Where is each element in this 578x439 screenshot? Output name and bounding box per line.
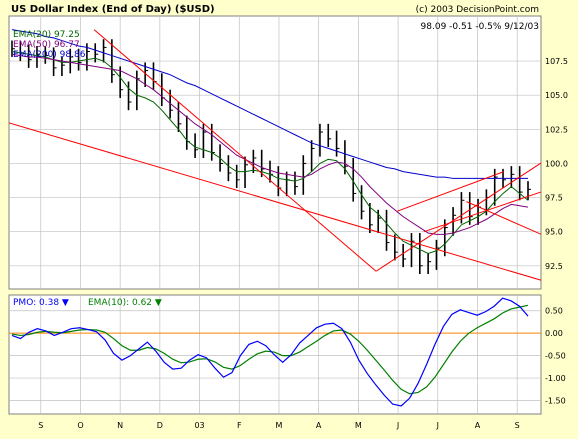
x-tick-label: D (157, 421, 163, 430)
x-tick-label: S (515, 421, 520, 430)
copyright-text: (c) 2003 DecisionPoint.com (416, 5, 539, 15)
trendline (397, 171, 504, 212)
y-tick-label: -1.00 (545, 374, 566, 383)
pmo-line (11, 297, 529, 407)
x-tick-label: S (38, 421, 43, 430)
y-tick-label: 107.5 (545, 57, 568, 66)
y-tick-label: 0.50 (545, 307, 563, 316)
x-tick-label: J (436, 421, 439, 430)
y-tick-label: 102.5 (545, 125, 568, 134)
pmo-layer (9, 297, 541, 407)
x-tick-label: O (77, 421, 83, 430)
y-tick-label: 100.0 (545, 159, 568, 168)
ema20-line (11, 50, 529, 255)
x-tick-label: 03 (194, 421, 204, 430)
price-panel (8, 15, 542, 290)
axis-layer: S O N D 03 F M A M J J A S 92.5 95.0 97.5 100.0 102.5 105.… (38, 57, 568, 430)
pmo-signal-line (11, 304, 529, 395)
ema50-line (11, 53, 529, 235)
price-layer (9, 29, 541, 281)
quote-text: 98.09 -0.51 -0.5% 9/12/03 (421, 22, 539, 32)
y-tick-label: 92.5 (545, 262, 563, 271)
grid-layer (9, 16, 541, 414)
y-tick-label: 0.00 (545, 329, 563, 338)
ema200-line (11, 29, 528, 179)
y-tick-label: -0.50 (545, 352, 566, 361)
x-tick-label: J (396, 421, 399, 430)
x-tick-label: A (316, 421, 322, 430)
trendline (423, 191, 541, 233)
legend-ema50: EMA(50) 96.77 (13, 40, 80, 50)
trendline (466, 201, 541, 235)
y-tick-label: 95.0 (545, 228, 563, 237)
legend-ema200: EMA(200) 98.86 (13, 50, 86, 60)
x-tick-label: F (237, 421, 242, 430)
legend-pmo: PMO: 0.38 ▼ (13, 298, 69, 308)
y-tick-label: 97.5 (545, 194, 563, 203)
pmo-panel (8, 294, 542, 415)
trendline (93, 29, 377, 272)
x-tick-label: N (117, 421, 123, 430)
x-tick-label: M (276, 421, 283, 430)
trendline (9, 122, 541, 281)
x-tick-label: M (355, 421, 362, 430)
chart-title: US Dollar Index (End of Day) ($USD) (11, 4, 215, 15)
legend-pmo-signal: EMA(10): 0.62 ▼ (88, 298, 162, 308)
x-tick-label: A (475, 421, 481, 430)
trendline (375, 162, 541, 272)
y-tick-label: 105.0 (545, 91, 568, 100)
legend-ema20: EMA(20) 97.25 (13, 30, 80, 40)
y-tick-label: -1.50 (545, 397, 566, 406)
